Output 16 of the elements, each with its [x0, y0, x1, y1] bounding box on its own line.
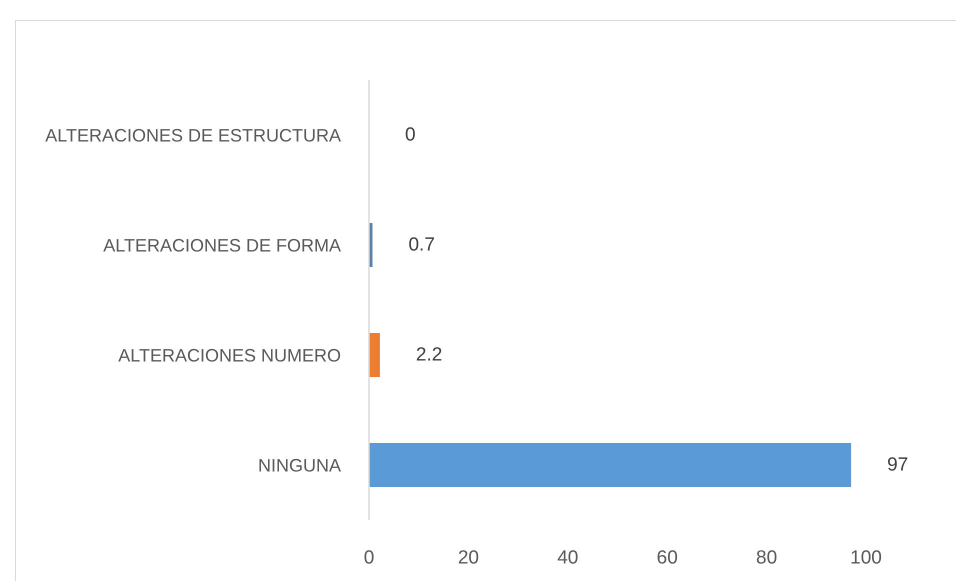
x-tick-label: 20 [458, 547, 479, 568]
data-label: 97 [887, 454, 908, 476]
y-tick-label: ALTERACIONES NUMERO [118, 345, 341, 366]
y-tick-label: NINGUNA [258, 455, 341, 476]
data-label: 0 [405, 124, 416, 146]
x-tick-label: 60 [656, 547, 678, 568]
x-tick-label: 100 [850, 547, 882, 568]
bar [369, 443, 852, 487]
y-tick-label: ALTERACIONES DE ESTRUCTURA [45, 125, 341, 146]
data-label: 2.2 [416, 344, 442, 366]
x-tick-label: 80 [756, 547, 778, 568]
bar [369, 333, 380, 377]
x-tick-label: 40 [557, 547, 578, 568]
y-tick-label: ALTERACIONES DE FORMA [103, 235, 341, 256]
data-label: 0.7 [408, 234, 435, 256]
x-tick-label: 0 [364, 547, 374, 568]
